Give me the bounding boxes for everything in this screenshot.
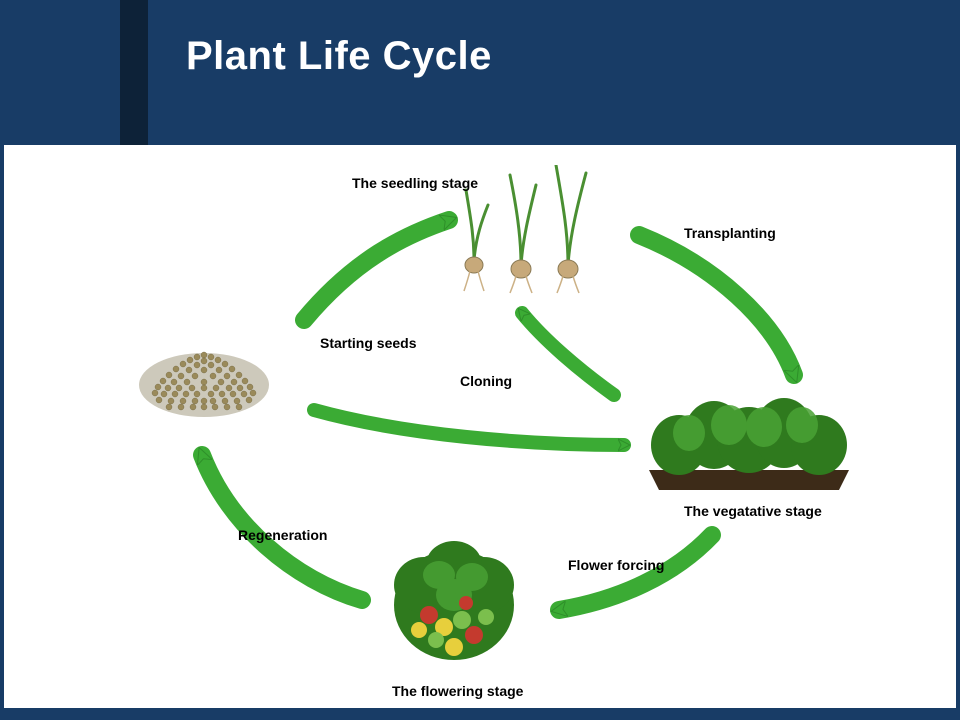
- stage-flowering: [374, 535, 534, 675]
- footer-bar: [0, 708, 960, 720]
- slide: Plant Life Cycle: [0, 0, 960, 720]
- arrow-seeds-to-vegetative: [314, 410, 624, 445]
- stage-vegetative: [644, 375, 854, 495]
- label-transplanting: Transplanting: [684, 225, 776, 241]
- page-title: Plant Life Cycle: [186, 34, 492, 79]
- label-regeneration: Regeneration: [238, 527, 327, 543]
- label-vegetative-stage: The vegatative stage: [684, 503, 822, 519]
- title-band: Plant Life Cycle: [0, 0, 960, 145]
- label-starting-seeds: Starting seeds: [320, 335, 416, 351]
- vegetative-icon: [644, 375, 854, 495]
- content-area: The seedling stage Transplanting Startin…: [4, 145, 956, 708]
- stage-seeds: [129, 315, 279, 425]
- arrow-seeds-to-seedling: [304, 220, 449, 320]
- flowering-icon: [374, 535, 534, 675]
- seeds-icon: [129, 315, 279, 425]
- arrow-cloning: [522, 313, 614, 395]
- label-seedling-stage: The seedling stage: [352, 175, 478, 191]
- plant-life-cycle-diagram: The seedling stage Transplanting Startin…: [4, 145, 956, 708]
- title-accent-bar: [120, 0, 148, 145]
- label-flower-forcing: Flower forcing: [568, 557, 664, 573]
- arrow-seedling-to-vegetative: [639, 235, 794, 375]
- label-cloning: Cloning: [460, 373, 512, 389]
- label-flowering-stage: The flowering stage: [392, 683, 523, 699]
